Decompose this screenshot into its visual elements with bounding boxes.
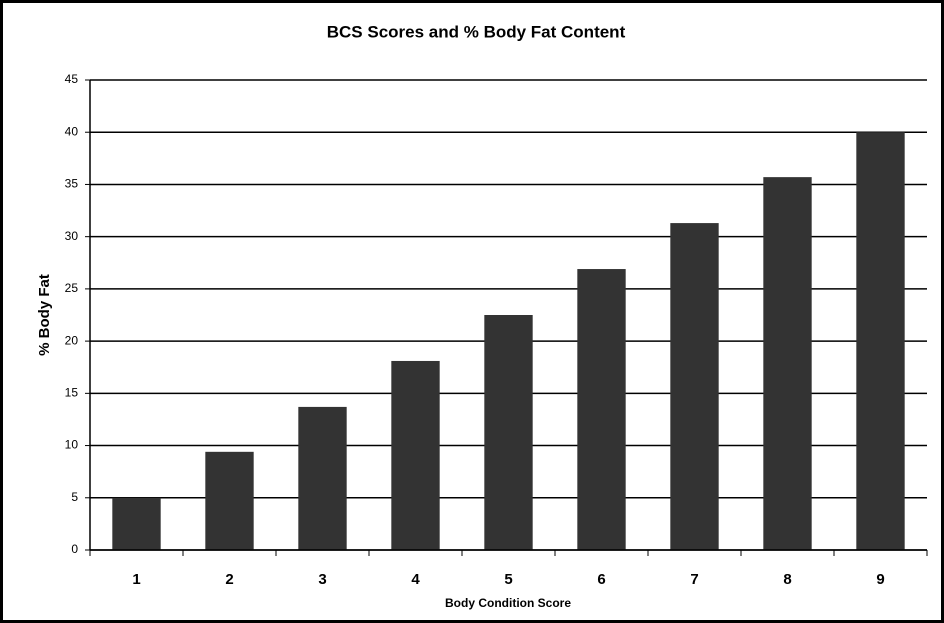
x-tick-label: 8 <box>783 571 791 588</box>
x-tick-label: 2 <box>225 571 233 588</box>
y-tick-label: 20 <box>65 333 79 347</box>
y-axis-title: % Body Fat <box>36 274 53 356</box>
y-tick-label: 30 <box>65 229 79 243</box>
y-tick-label: 0 <box>71 542 78 556</box>
y-tick-label: 45 <box>65 72 79 86</box>
x-tick-label: 5 <box>504 571 512 588</box>
y-tick-label: 35 <box>65 177 79 191</box>
bar <box>484 315 533 550</box>
y-tick-label: 5 <box>71 490 78 504</box>
y-tick-label: 25 <box>65 281 79 295</box>
y-tick-label: 40 <box>65 124 79 138</box>
y-tick-label: 10 <box>65 438 79 452</box>
x-tick-label: 4 <box>411 571 420 588</box>
x-tick-label: 7 <box>690 571 698 588</box>
chart-title: BCS Scores and % Body Fat Content <box>327 22 626 41</box>
bar <box>670 223 719 551</box>
x-tick-label: 6 <box>597 571 605 588</box>
bar <box>112 497 161 550</box>
bar <box>577 269 626 550</box>
x-tick-label: 3 <box>318 571 326 588</box>
bar <box>205 451 254 550</box>
x-tick-label: 1 <box>132 571 140 588</box>
bar <box>298 406 347 550</box>
x-tick-label: 9 <box>876 571 884 588</box>
bar <box>391 360 440 550</box>
bar <box>763 177 812 550</box>
bar <box>856 132 905 550</box>
y-tick-label: 15 <box>65 386 79 400</box>
x-axis-title: Body Condition Score <box>445 596 571 610</box>
